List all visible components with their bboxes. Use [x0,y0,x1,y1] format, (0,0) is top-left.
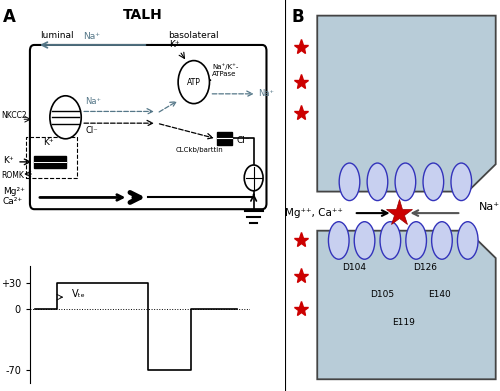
Bar [26,137,77,178]
Text: ATP: ATP [187,77,200,87]
Text: D105: D105 [370,290,394,299]
Text: K⁺: K⁺ [43,138,54,147]
Circle shape [432,222,452,259]
Circle shape [367,163,388,201]
Text: Na⁺/K⁺-
ATPase: Na⁺/K⁺- ATPase [212,63,238,77]
Text: basolateral: basolateral [168,31,219,40]
Circle shape [380,222,400,259]
Text: B: B [292,8,304,26]
Text: K⁺: K⁺ [3,156,13,165]
Text: Cl⁻: Cl⁻ [236,136,250,145]
Circle shape [354,222,375,259]
Text: ROMK: ROMK [2,171,24,180]
Circle shape [178,61,210,104]
Circle shape [451,163,471,201]
Circle shape [339,163,360,201]
Polygon shape [318,16,496,192]
Text: Vₜₑ: Vₜₑ [72,289,86,299]
Text: Na⁺: Na⁺ [86,97,102,106]
Text: K⁺: K⁺ [170,40,180,49]
Circle shape [50,96,81,139]
Text: TALH: TALH [122,8,162,22]
Bar [34,156,66,168]
Text: NKCC2: NKCC2 [2,111,27,120]
Text: D104: D104 [342,263,366,272]
Bar [216,132,232,145]
Text: luminal: luminal [40,31,74,40]
Text: Na⁺: Na⁺ [258,89,274,98]
Circle shape [406,222,426,259]
Text: Na⁺: Na⁺ [478,202,500,212]
Polygon shape [318,231,496,379]
Text: Na⁺: Na⁺ [82,32,100,41]
Circle shape [458,222,478,259]
Circle shape [328,222,349,259]
Text: Ca²⁺: Ca²⁺ [3,197,23,206]
Circle shape [423,163,444,201]
Text: Mg²⁺: Mg²⁺ [3,187,24,196]
Text: E140: E140 [428,290,451,299]
Circle shape [244,165,263,191]
Text: CLCkb/barttin: CLCkb/barttin [176,147,224,154]
Text: D126: D126 [413,263,437,272]
Text: E119: E119 [392,317,414,326]
Circle shape [395,163,415,201]
Text: Mg⁺⁺, Ca⁺⁺: Mg⁺⁺, Ca⁺⁺ [285,208,343,218]
Text: Cl⁻: Cl⁻ [86,126,98,135]
Text: A: A [3,8,16,26]
